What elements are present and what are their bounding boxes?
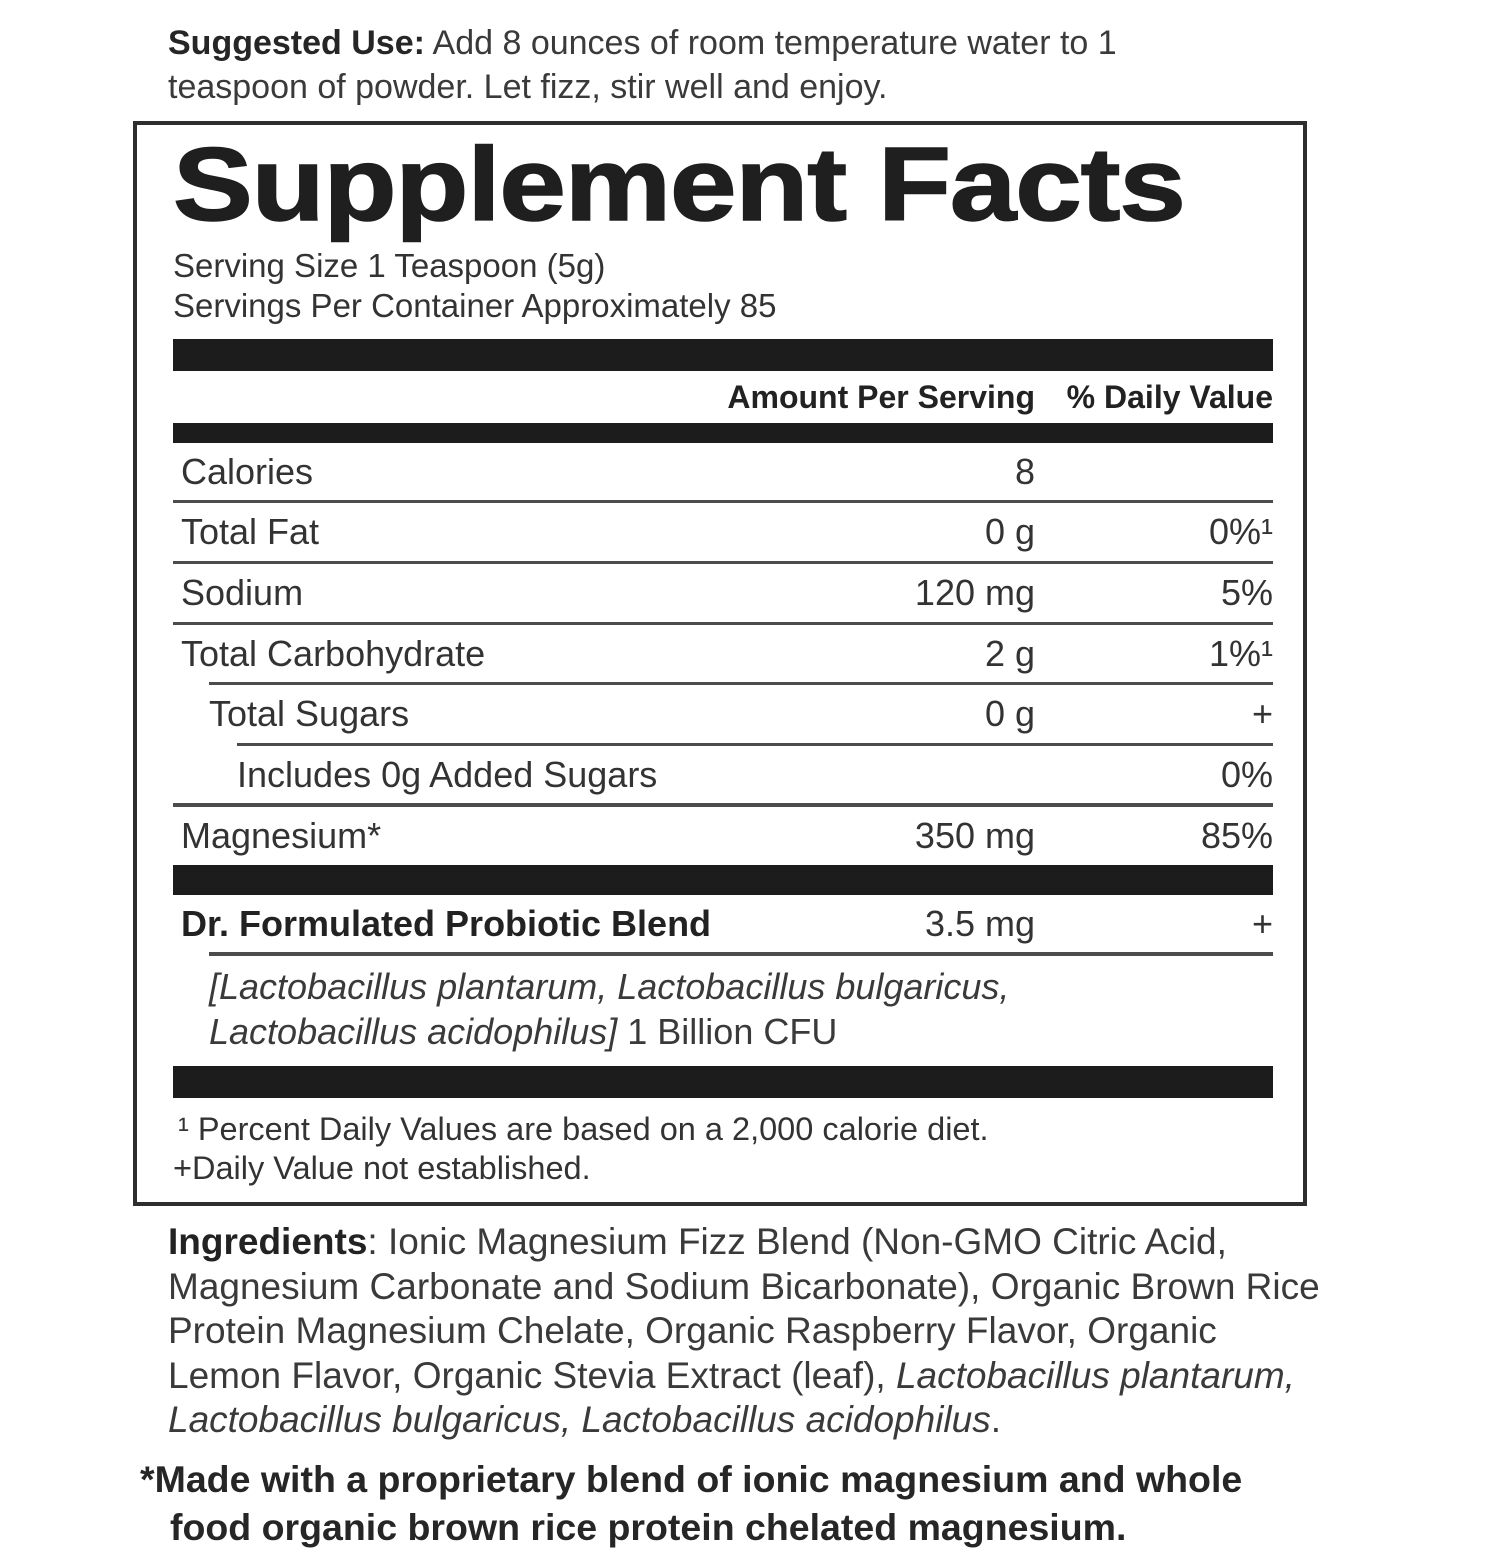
cell-amount: 3.5 mg — [924, 902, 1035, 944]
row-divider — [209, 682, 1273, 686]
cell-name: Total Carbohydrate — [181, 632, 486, 674]
ingredients-paragraph: Ingredients: Ionic Magnesium Fizz Blend … — [168, 1220, 1328, 1442]
top-bar — [173, 338, 1273, 371]
header-bar — [173, 422, 1273, 443]
cell-name: Total Sugars — [209, 693, 410, 735]
cell-amount: 0 g — [984, 693, 1035, 735]
cell-daily-value: + — [1251, 693, 1273, 735]
row-probiotic-blend: Dr. Formulated Probiotic Blend 3.5 mg + — [173, 895, 1273, 953]
ingredients-label: Ingredients — [168, 1221, 368, 1263]
cell-amount: 0 g — [984, 511, 1035, 553]
row-divider — [209, 952, 1273, 957]
suggested-use: Suggested Use: Add 8 ounces of room temp… — [168, 22, 1183, 109]
footnote-percent-daily: ¹ Percent Daily Values are based on a 2,… — [178, 1111, 989, 1148]
cell-amount: 120 mg — [914, 571, 1035, 613]
servings-per-container: Servings Per Container Approximately 85 — [173, 287, 777, 325]
amount-per-serving-header: Amount Per Serving — [727, 378, 1035, 415]
cell-amount: 2 g — [984, 632, 1035, 674]
row-total-sugars: Total Sugars 0 g + — [173, 685, 1273, 743]
cell-name: Includes 0g Added Sugars — [237, 753, 658, 795]
species-italic: [Lactobacillus plantarum, Lactobacillus … — [209, 966, 1010, 1053]
species-cfu: 1 Billion CFU — [617, 1011, 838, 1053]
row-total-fat: Total Fat 0 g 0%¹ — [173, 503, 1273, 561]
cell-name: Sodium — [181, 571, 304, 613]
cell-daily-value: 1%¹ — [1208, 632, 1273, 674]
row-divider — [173, 621, 1273, 625]
panel-title: Supplement Facts — [172, 127, 1187, 244]
cell-daily-value: 85% — [1200, 815, 1273, 857]
ingredients-species-italic: Lactobacillus plantarum, Lactobacillus b… — [168, 1354, 1295, 1441]
row-magnesium: Magnesium* 350 mg 85% — [173, 807, 1273, 865]
supplement-facts-panel: Supplement Facts Serving Size 1 Teaspoon… — [133, 121, 1307, 1207]
cell-daily-value: 0%¹ — [1208, 511, 1273, 553]
cell-amount: 8 — [1014, 450, 1035, 492]
cell-daily-value: + — [1251, 902, 1273, 944]
cell-name: Calories — [181, 450, 314, 492]
row-added-sugars: Includes 0g Added Sugars 0% — [173, 746, 1273, 804]
cell-amount: 350 mg — [914, 815, 1035, 857]
ingredients-text: : Ionic Magnesium Fizz Blend (Non-GMO Ci… — [168, 1221, 1320, 1396]
row-calories: Calories 8 — [173, 443, 1273, 501]
row-divider — [237, 742, 1273, 746]
row-divider — [173, 560, 1273, 564]
cell-name: Dr. Formulated Probiotic Blend — [181, 902, 712, 944]
footnote-daily-value: +Daily Value not established. — [173, 1150, 591, 1187]
section-bar — [173, 864, 1273, 895]
cell-daily-value: 5% — [1220, 571, 1273, 613]
suggested-use-text: Add 8 ounces of room temperature water t… — [168, 24, 1117, 106]
row-sodium: Sodium 120 mg 5% — [173, 564, 1273, 622]
serving-size: Serving Size 1 Teaspoon (5g) — [173, 247, 606, 285]
cell-name: Total Fat — [181, 511, 320, 553]
row-total-carbohydrate: Total Carbohydrate 2 g 1%¹ — [173, 625, 1273, 683]
bottom-bar — [173, 1066, 1273, 1099]
probiotic-species: [Lactobacillus plantarum, Lactobacillus … — [173, 964, 1113, 1054]
ingredients-period: . — [990, 1399, 1001, 1441]
cell-daily-value: 0% — [1220, 753, 1273, 795]
row-divider — [173, 803, 1273, 808]
row-divider — [173, 500, 1273, 504]
cell-name: Magnesium* — [181, 815, 382, 857]
table-header: Amount Per Serving % Daily Value — [173, 371, 1273, 423]
suggested-use-label: Suggested Use: — [168, 24, 425, 62]
made-note: *Made with a proprietary blend of ionic … — [140, 1458, 1243, 1548]
daily-value-header: % Daily Value — [1066, 378, 1273, 415]
